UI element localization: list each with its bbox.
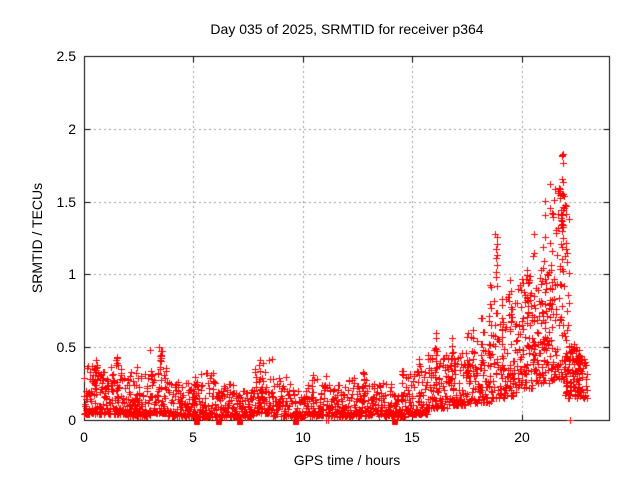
- y-tick-label: 0: [68, 412, 76, 428]
- y-tick-label: 1: [68, 266, 76, 282]
- x-tick-label: 20: [514, 429, 530, 445]
- x-tick-label: 10: [295, 429, 311, 445]
- y-tick-label: 1.5: [56, 194, 76, 210]
- x-tick-label: 0: [80, 429, 88, 445]
- chart-title: Day 035 of 2025, SRMTID for receiver p36…: [210, 21, 484, 37]
- x-axis-label: GPS time / hours: [293, 452, 401, 468]
- x-tick-label: 5: [189, 429, 197, 445]
- y-tick-label: 0.5: [56, 339, 76, 355]
- x-tick-label: 15: [404, 429, 420, 445]
- y-tick-label: 2.5: [56, 48, 76, 64]
- y-tick-label: 2: [68, 121, 76, 137]
